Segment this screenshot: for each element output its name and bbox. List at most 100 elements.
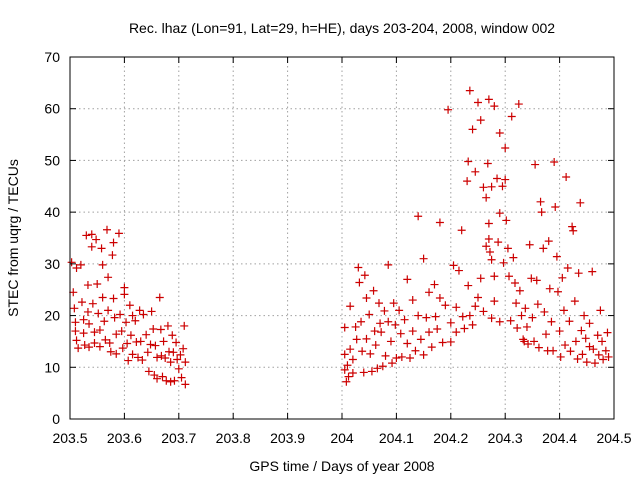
data-point: [580, 311, 589, 320]
x-tick-label: 204.1: [379, 430, 414, 446]
x-tick-label: 203.5: [52, 430, 87, 446]
data-point: [166, 377, 175, 386]
data-point: [120, 283, 129, 292]
data-point: [147, 307, 156, 316]
data-point: [571, 337, 580, 346]
data-point: [452, 303, 461, 312]
data-point: [354, 263, 363, 272]
data-point: [110, 313, 119, 322]
data-point: [108, 251, 117, 260]
data-point: [79, 329, 88, 338]
data-point: [69, 288, 78, 297]
data-point: [568, 222, 577, 231]
data-point: [537, 208, 546, 217]
data-point: [512, 299, 521, 308]
data-point: [362, 334, 371, 343]
data-point: [419, 350, 428, 359]
data-point: [593, 331, 602, 340]
data-point: [136, 337, 145, 346]
data-point: [468, 320, 477, 329]
data-point: [72, 263, 81, 272]
data-point: [166, 358, 175, 367]
data-point: [406, 353, 414, 362]
data-point: [101, 335, 110, 344]
data-point: [396, 329, 405, 338]
data-point: [158, 372, 167, 381]
data-point: [384, 317, 393, 326]
data-point: [601, 346, 610, 355]
data-point: [98, 260, 107, 269]
x-tick-label: 204.3: [488, 430, 523, 446]
data-point: [366, 349, 375, 358]
data-point: [124, 356, 133, 365]
data-point: [94, 309, 103, 318]
data-point: [373, 364, 382, 373]
data-point: [134, 353, 142, 362]
data-point: [343, 361, 352, 370]
data-point: [179, 344, 188, 353]
data-point: [484, 95, 493, 104]
data-point: [590, 359, 599, 368]
data-point: [594, 350, 603, 359]
data-point: [170, 376, 179, 385]
data-point: [460, 324, 469, 333]
data-point: [370, 327, 379, 336]
data-point: [104, 306, 113, 315]
data-point: [114, 229, 123, 238]
data-point: [351, 322, 360, 331]
data-point: [539, 244, 548, 253]
data-point: [156, 325, 165, 334]
data-point: [109, 238, 118, 247]
data-point: [596, 306, 605, 315]
data-point: [102, 225, 111, 234]
data-point: [403, 339, 412, 348]
data-point: [502, 216, 511, 225]
data-point: [499, 258, 508, 267]
data-point: [556, 352, 565, 361]
data-point: [90, 338, 99, 347]
data-point: [490, 102, 499, 111]
data-point: [576, 198, 585, 207]
data-point: [430, 280, 439, 289]
data-point: [441, 301, 450, 310]
data-point: [513, 323, 522, 332]
data-point: [566, 347, 575, 356]
data-point: [550, 157, 559, 166]
data-point: [88, 299, 97, 308]
data-point: [484, 235, 493, 244]
data-point: [386, 337, 395, 346]
data-point: [380, 306, 389, 315]
data-point: [348, 368, 357, 377]
data-point: [414, 311, 423, 320]
data-point: [369, 286, 378, 295]
data-point: [555, 327, 564, 336]
data-point: [181, 358, 190, 367]
data-point: [581, 334, 590, 343]
data-point: [494, 238, 503, 247]
data-point: [67, 258, 76, 267]
data-point: [585, 319, 594, 328]
y-tick-label: 0: [52, 411, 60, 427]
data-point: [425, 288, 434, 297]
y-tick-label: 30: [44, 256, 60, 272]
x-tick-label: 204.5: [596, 430, 631, 446]
data-point: [139, 310, 148, 319]
y-tick-labels: 0 10 20 30 40 50 60 70: [44, 49, 60, 427]
data-point: [514, 100, 523, 109]
data-point: [509, 253, 518, 262]
data-point: [371, 341, 380, 350]
data-point: [128, 350, 137, 359]
data-point: [346, 345, 355, 354]
data-point: [483, 159, 492, 168]
data-point: [603, 328, 612, 337]
data-point: [116, 310, 125, 319]
data-point: [389, 299, 398, 308]
data-point: [476, 116, 485, 125]
data-point: [559, 306, 568, 315]
data-point: [444, 105, 453, 114]
data-point: [490, 297, 499, 306]
data-point: [340, 365, 349, 374]
data-point: [553, 287, 562, 296]
x-tick-label: 204.4: [542, 430, 577, 446]
